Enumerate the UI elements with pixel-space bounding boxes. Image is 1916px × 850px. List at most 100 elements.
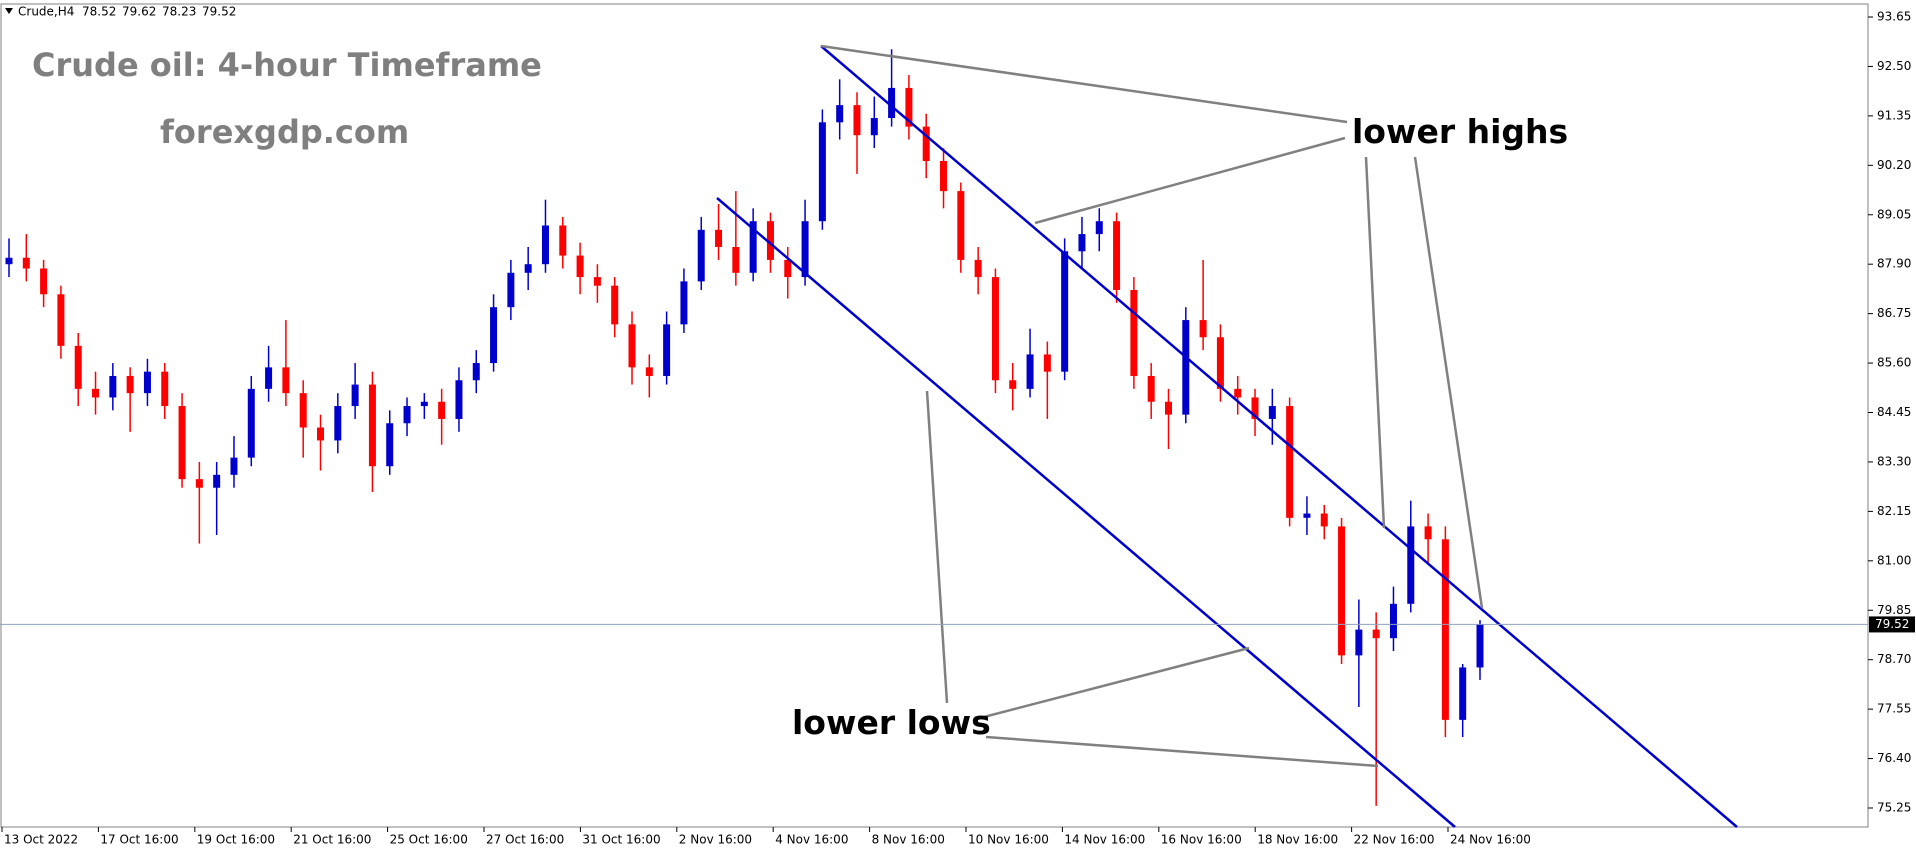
marks <box>5 49 1484 806</box>
candle-body <box>1251 397 1259 419</box>
x-tick-label: 18 Nov 16:00 <box>1257 833 1338 847</box>
candle-body <box>1182 320 1190 415</box>
x-tick-label: 21 Oct 16:00 <box>293 833 371 847</box>
candle-body <box>1424 526 1432 540</box>
candle-body <box>836 105 844 123</box>
candle-body <box>109 375 117 398</box>
y-tick-label: 79.85 <box>1877 603 1911 617</box>
y-tick-label: 86.75 <box>1877 306 1911 320</box>
candle-body <box>178 406 186 480</box>
x-tick-label: 4 Nov 16:00 <box>775 833 848 847</box>
candle-body <box>1216 337 1224 389</box>
candle-body <box>940 161 948 192</box>
candle-body <box>645 367 653 376</box>
y-tick-label: 81.00 <box>1877 553 1911 567</box>
candle-body <box>317 427 325 441</box>
candle-body <box>5 257 13 265</box>
candle-body <box>524 264 532 273</box>
candle-body <box>1372 629 1380 639</box>
drawings <box>716 44 1738 828</box>
candle-body <box>1459 667 1467 720</box>
candle-body <box>1320 513 1328 527</box>
x-tick-label: 22 Nov 16:00 <box>1354 833 1435 847</box>
candle-body <box>57 294 65 346</box>
candle-body <box>1009 380 1017 389</box>
menu-arrow[interactable] <box>5 8 13 14</box>
candle-body <box>490 307 498 364</box>
candle-body <box>628 324 636 368</box>
chart-title: Crude oil: 4-hour Timeframe <box>32 46 542 84</box>
candle-body <box>1095 221 1103 235</box>
y-tick-label: 91.35 <box>1877 108 1911 122</box>
x-tick-label: 19 Oct 16:00 <box>197 833 275 847</box>
pointer-line <box>1413 156 1484 609</box>
candle-body <box>1147 375 1155 402</box>
y-tick-label: 87.90 <box>1877 257 1911 271</box>
candle-body <box>1338 526 1346 656</box>
y-tick-label: 83.30 <box>1877 454 1911 468</box>
y-tick-label: 84.45 <box>1877 405 1911 419</box>
x-tick-label: 31 Oct 16:00 <box>582 833 660 847</box>
x-tick-label: 10 Nov 16:00 <box>968 833 1049 847</box>
candle-body <box>784 259 792 278</box>
x-tick-label: 16 Nov 16:00 <box>1161 833 1242 847</box>
candle-body <box>1130 289 1138 376</box>
candle-body <box>403 406 411 424</box>
candle-body <box>870 118 878 136</box>
y-tick-label: 77.55 <box>1877 702 1911 716</box>
candle-body <box>213 474 221 488</box>
candle-body <box>143 371 151 394</box>
candle-body <box>386 423 394 467</box>
plot-frame <box>0 3 1869 828</box>
y-tick-label: 93.65 <box>1877 10 1911 24</box>
pointer-line <box>979 646 1250 720</box>
candle-body <box>1303 513 1311 518</box>
candle-body <box>22 257 30 269</box>
annotation: lower lows <box>792 703 991 742</box>
candle-body <box>92 388 100 398</box>
candle-body <box>663 324 671 376</box>
x-tick-label: 24 Nov 16:00 <box>1450 833 1531 847</box>
candle-body <box>334 406 342 441</box>
header-value: 78.23 <box>162 5 196 19</box>
candle-body <box>801 221 809 278</box>
x-tick-label: 14 Nov 16:00 <box>1064 833 1145 847</box>
pointer-line <box>925 390 949 704</box>
candle-body <box>1199 320 1207 338</box>
candle-body <box>991 277 999 381</box>
symbol: Crude,H4 <box>18 5 74 19</box>
x-tick-label: 25 Oct 16:00 <box>390 833 468 847</box>
channel-upper <box>820 45 1738 828</box>
candle-body <box>1061 251 1069 372</box>
candle-body <box>541 225 549 265</box>
y-tick-label: 76.40 <box>1877 751 1911 765</box>
x-tick-label: 13 Oct 2022 <box>4 833 78 847</box>
channel-lower <box>716 197 1456 828</box>
candle-body <box>680 281 688 325</box>
y-tick-label: 75.25 <box>1877 801 1911 815</box>
y-tick-label: 82.15 <box>1877 504 1911 518</box>
candle-body <box>576 255 584 278</box>
candle-body <box>420 401 428 407</box>
candle-body <box>247 388 255 458</box>
candle-body <box>1078 234 1086 252</box>
candle-body <box>455 380 463 419</box>
price-tag <box>1869 616 1915 633</box>
candle-body <box>74 345 82 389</box>
x-tick-label: 17 Oct 16:00 <box>100 833 178 847</box>
candle-body <box>957 191 965 260</box>
pointer-line <box>985 735 1379 768</box>
candle-body <box>282 367 290 394</box>
candle-body <box>888 87 896 119</box>
x-tick-label: 8 Nov 16:00 <box>872 833 945 847</box>
x-tick-label: 27 Oct 16:00 <box>486 833 564 847</box>
candle-body <box>853 105 861 136</box>
candle-body <box>1113 221 1121 290</box>
candle-body <box>818 122 826 222</box>
candle-body <box>1389 603 1397 639</box>
candle-body <box>1476 624 1484 668</box>
candle-body <box>1164 401 1172 415</box>
candle-body <box>195 479 203 488</box>
candle-body <box>299 393 307 428</box>
candle-body <box>1043 354 1051 372</box>
